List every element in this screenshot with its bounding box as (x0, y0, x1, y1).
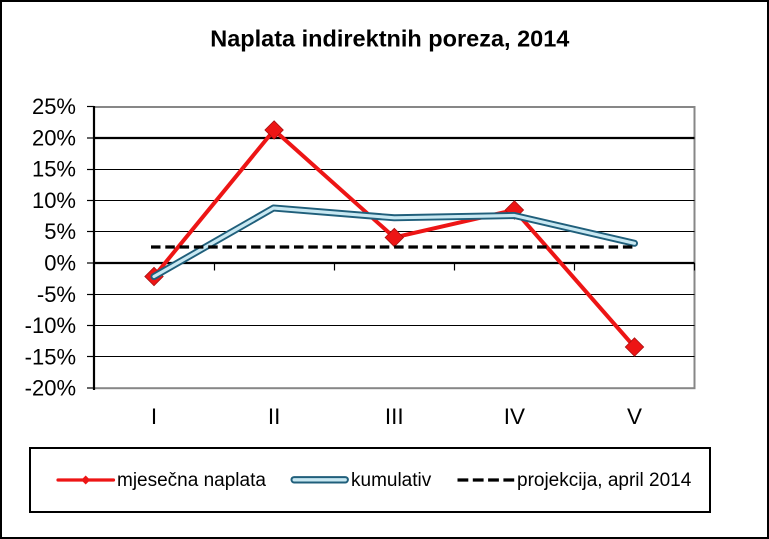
svg-text:-5%: -5% (37, 282, 76, 307)
svg-text:-20%: -20% (25, 376, 76, 401)
svg-text:25%: 25% (32, 94, 76, 119)
svg-text:III: III (385, 404, 404, 429)
svg-text:projekcija, april 2014: projekcija, april 2014 (517, 470, 692, 491)
svg-text:Naplata indirektnih poreza, 20: Naplata indirektnih poreza, 2014 (210, 26, 569, 52)
svg-text:20%: 20% (32, 125, 76, 150)
svg-text:5%: 5% (44, 219, 76, 244)
svg-text:15%: 15% (32, 157, 76, 182)
svg-text:I: I (151, 404, 157, 429)
svg-text:IV: IV (504, 404, 525, 429)
svg-text:0%: 0% (44, 251, 76, 276)
svg-text:-15%: -15% (25, 344, 76, 369)
svg-text:V: V (627, 404, 642, 429)
svg-text:mjesečna naplata: mjesečna naplata (117, 470, 266, 491)
svg-text:-10%: -10% (25, 313, 76, 338)
svg-text:10%: 10% (32, 188, 76, 213)
svg-text:kumulativ: kumulativ (351, 470, 432, 491)
svg-text:II: II (268, 404, 281, 429)
